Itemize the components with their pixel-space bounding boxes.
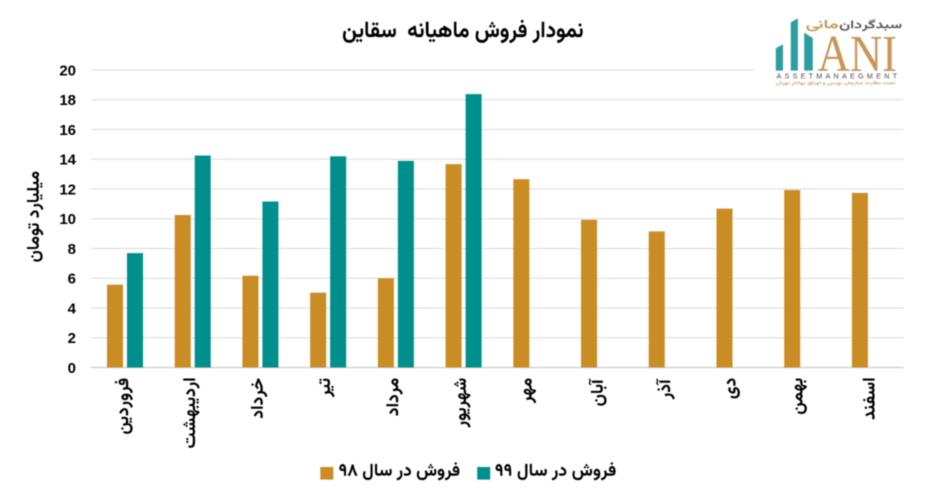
svg-text:20: 20 <box>59 62 76 79</box>
svg-text:12: 12 <box>59 181 76 198</box>
svg-text:18: 18 <box>59 92 76 109</box>
svg-text:6: 6 <box>68 271 76 288</box>
svg-text:0: 0 <box>68 360 76 377</box>
svg-text:10: 10 <box>59 211 76 228</box>
svg-text:ANI: ANI <box>818 24 897 82</box>
svg-text:4: 4 <box>68 300 77 317</box>
svg-text:2: 2 <box>68 330 76 347</box>
svg-text:8: 8 <box>68 241 76 258</box>
svg-text:14: 14 <box>59 152 76 169</box>
svg-text:16: 16 <box>59 122 76 139</box>
svg-text:ASSETMANAEGMENT: ASSETMANAEGMENT <box>777 72 898 81</box>
